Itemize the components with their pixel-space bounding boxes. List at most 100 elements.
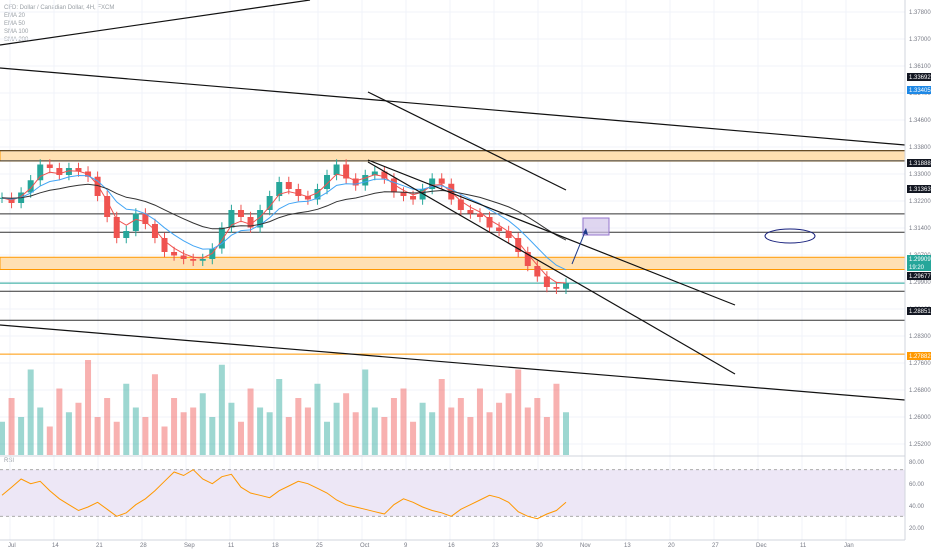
volume-bar (448, 407, 455, 455)
volume-bar (343, 393, 350, 455)
candle-body (352, 178, 359, 186)
channel-line-upper (367, 159, 736, 306)
candle-body (486, 217, 493, 228)
volume-bar (171, 398, 178, 455)
candle-body (419, 189, 426, 200)
price-level-tag (907, 86, 931, 94)
volume-bar (476, 388, 483, 455)
price-tick-label: 1.29900 (909, 280, 931, 286)
volume-bar (553, 383, 560, 455)
time-tick-label: 28 (140, 543, 147, 549)
sma-slow-line (1, 183, 567, 241)
volume-bar (304, 407, 311, 455)
price-axis[interactable]: 1.378001.370001.361001.354001.346001.338… (904, 0, 932, 540)
volume-bar (113, 421, 120, 455)
time-tick-label: 18 (272, 543, 279, 549)
volume-bar (142, 417, 149, 455)
candle-body (247, 217, 254, 228)
time-axis[interactable]: Jul 14 21 28 Sep 11 18 25 Oct 9 16 23 30 Nov 13 20 27 Dec… (0, 539, 905, 549)
volume-bar (266, 412, 273, 455)
candle-body (496, 227, 503, 231)
price-tick-label: 1.31400 (909, 226, 931, 232)
rsi-tick-label: 40.00 (909, 504, 925, 510)
volume-bar (37, 407, 44, 455)
candle-body (314, 189, 321, 200)
candle-body (104, 196, 111, 217)
price-tick-label: 1.26800 (909, 388, 931, 394)
volume-bar (429, 412, 436, 455)
price-tick-label: 1.36100 (909, 64, 931, 70)
volume-bar (352, 412, 359, 455)
volume-bar (132, 407, 139, 455)
candle-body (161, 238, 168, 252)
candle-body (476, 213, 483, 217)
volume-bar (563, 412, 569, 455)
volume-bar (85, 360, 92, 455)
price-level-tag (907, 73, 931, 81)
price-level-tag (907, 263, 931, 271)
candle-body (515, 238, 522, 252)
time-tick-label: 16 (448, 543, 455, 549)
candle-body (228, 210, 235, 228)
chart-legend: CFD: Dollar / Canadian Dollar, 4H, FXCM … (4, 4, 114, 44)
price-tick-label: 1.32200 (909, 199, 931, 205)
candle-body (400, 192, 407, 196)
time-tick-label: 11 (800, 543, 807, 549)
volume-bar (257, 407, 264, 455)
volume-bar (46, 426, 53, 455)
channel-line-upper-short (367, 91, 567, 191)
target-ellipse (764, 228, 816, 244)
candle-body (180, 255, 187, 259)
volume-bar (0, 421, 5, 455)
price-level-label: 1.33405 (909, 88, 931, 94)
volume-bar (228, 402, 235, 455)
supply-zone-2 (0, 256, 906, 270)
candle-body (266, 196, 273, 210)
candle-body (295, 189, 302, 196)
volume-bar (419, 402, 426, 455)
price-level-label: 1.29909 (909, 257, 931, 263)
time-tick-label: 20 (668, 543, 675, 549)
candle-body (371, 171, 378, 175)
ema-mid-line (1, 174, 567, 271)
time-tick-label: Jul (8, 543, 16, 549)
indicator-label-4: SMA 200 (4, 37, 29, 43)
time-tick-label: 27 (712, 543, 719, 549)
volume-bar (237, 421, 244, 455)
volume-bar (381, 417, 388, 455)
volume-bar (56, 388, 63, 455)
candle-body (123, 231, 130, 238)
symbol-title: CFD: Dollar / Canadian Dollar, 4H, FXCM (4, 5, 115, 11)
volume-bar (314, 383, 321, 455)
rsi-panel (0, 455, 905, 520)
candle-body (75, 168, 82, 172)
candle-body (65, 168, 72, 175)
volume-bar (218, 364, 225, 455)
candle-body (553, 287, 560, 289)
rsi-line (1, 469, 567, 520)
trend-line-top (0, 0, 311, 46)
candle-body (199, 259, 206, 261)
price-tick-label: 1.34600 (909, 118, 931, 124)
volume-bar (410, 421, 417, 455)
candle-body (429, 178, 436, 189)
price-level-label: 1.33692 (909, 75, 931, 81)
volume-bar (209, 417, 216, 455)
price-tick-label: 1.28300 (909, 334, 931, 340)
volume-bar (333, 402, 340, 455)
price-tick-label: 1.37000 (909, 37, 931, 43)
candle-body (534, 266, 541, 277)
volume-bar (180, 412, 187, 455)
volume-bar (486, 412, 493, 455)
grid-layer (0, 0, 905, 540)
volume-bar (515, 369, 522, 455)
rsi-label: RSI (4, 458, 15, 464)
candle-body (467, 210, 474, 214)
rsi-tick-label: 60.00 (909, 482, 925, 488)
candle-body (190, 259, 197, 261)
rsi-tick-label: 20.00 (909, 526, 925, 532)
volume-bar (457, 398, 464, 455)
volume-bar (161, 426, 168, 455)
volume-bar (75, 402, 82, 455)
